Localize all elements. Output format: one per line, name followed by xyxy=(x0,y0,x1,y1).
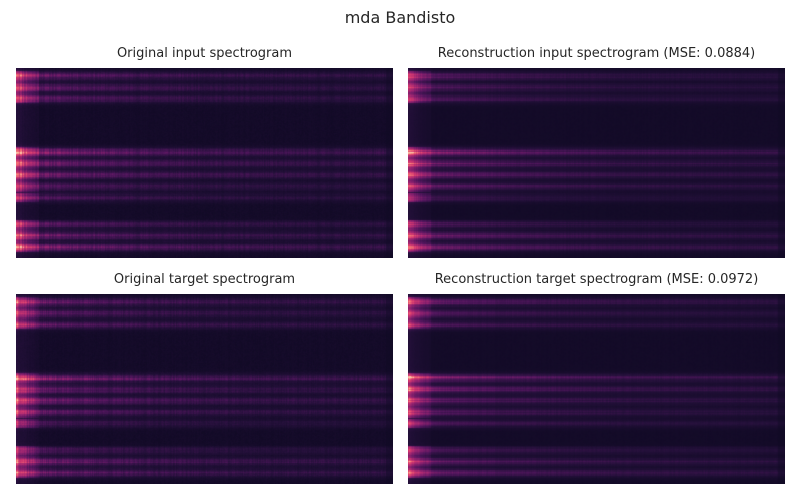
spectrogram-heatmap xyxy=(408,294,785,484)
panel-title: Reconstruction input spectrogram (MSE: 0… xyxy=(437,46,756,61)
panel-title: Original input spectrogram xyxy=(116,46,293,61)
figure-title: mda Bandisto xyxy=(344,8,456,27)
panel-title: Original target spectrogram xyxy=(113,272,296,287)
spectrogram-heatmap xyxy=(16,294,393,484)
panel-title: Reconstruction target spectrogram (MSE: … xyxy=(434,272,759,287)
spectrogram-heatmap xyxy=(16,68,393,258)
spectrogram-heatmap xyxy=(408,68,785,258)
